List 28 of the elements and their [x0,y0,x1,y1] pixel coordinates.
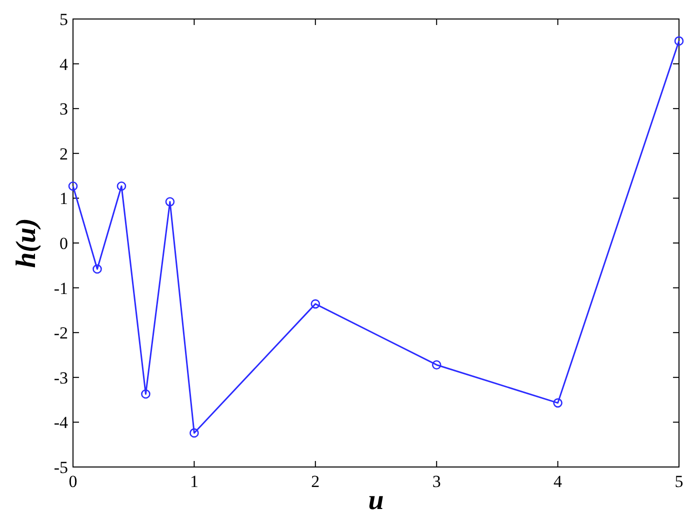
x-tick-label: 3 [432,472,441,491]
point [190,428,199,438]
point [432,360,442,370]
point [553,398,562,408]
y-tick-label: 4 [60,54,68,74]
point [674,36,684,46]
x-tick-label: 5 [674,472,684,491]
y-tick-label: -5 [54,458,68,477]
y-tick-label: -4 [54,413,68,432]
point [68,181,78,191]
point [310,299,320,309]
point [165,197,175,206]
point [141,389,150,399]
y-tick-label: -3 [54,368,68,388]
x-tick-label: 1 [190,472,198,491]
x-tick-label: 2 [311,472,320,491]
y-tick-label: 3 [60,100,68,119]
y-tick-label: 0 [60,234,68,253]
y-tick-label: 5 [60,10,68,29]
y-tick-label: 2 [60,144,68,164]
x-axis-title: u [368,485,384,515]
y-tick-label: -2 [54,324,68,343]
point [116,181,126,191]
point [92,264,102,274]
y-axis-title: h(u) [11,218,42,268]
y-tick-label: 1 [60,189,68,208]
y-tick-label: -1 [54,278,68,298]
x-tick-label: 4 [554,472,563,491]
